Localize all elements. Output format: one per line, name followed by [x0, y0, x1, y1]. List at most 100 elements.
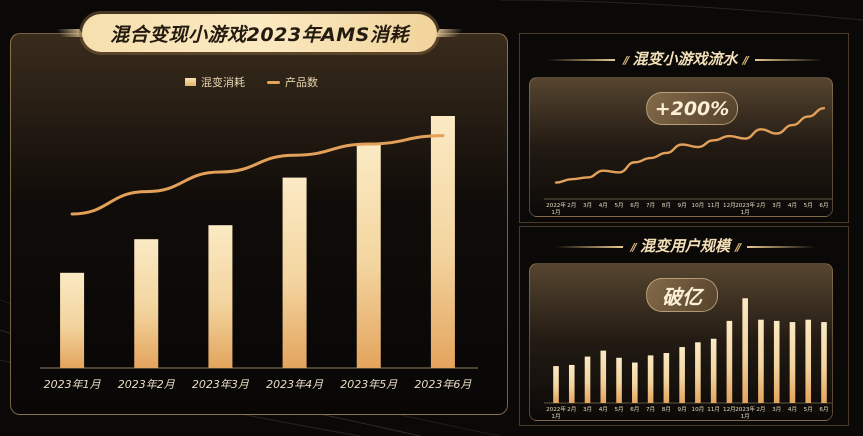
x-tick-label: 8月 [662, 406, 671, 413]
legend-item-bar[interactable]: 混变消耗 [185, 74, 245, 90]
x-tick-label: 4月 [599, 406, 608, 413]
bar-5[interactable] [356, 144, 381, 368]
x-tick-label: 2月 [756, 202, 765, 209]
x-tick-label: 2023年3月 [192, 378, 250, 391]
x-tick-label: 12月 [723, 202, 736, 209]
x-tick-label: 7月 [646, 202, 655, 209]
x-tick-label: 9月 [678, 202, 687, 209]
legend-line-label: 产品数 [285, 76, 318, 89]
user-bar-13[interactable] [742, 298, 748, 403]
x-tick-label: 5月 [614, 406, 623, 413]
x-tick-label: 2023年2月 [118, 378, 176, 391]
x-tick-label: 8月 [662, 202, 671, 209]
user-bar-12[interactable] [726, 320, 733, 403]
title-deco-left [547, 58, 616, 61]
slash-deco: // [623, 54, 629, 67]
x-tick-label: 2月 [567, 406, 576, 413]
x-tick-label: 7月 [646, 406, 655, 413]
x-tick-label: 3月 [772, 202, 781, 209]
legend-item-line[interactable]: 产品数 [267, 74, 318, 90]
users-scale-badge: 破亿 [646, 278, 718, 312]
bar-6[interactable] [430, 116, 455, 368]
x-tick-label: 11月 [707, 406, 720, 413]
x-tick-label: 4月 [788, 202, 797, 209]
title-deco-right [747, 245, 816, 248]
x-tick-label: 4月 [599, 202, 608, 209]
x-tick-label: 12月 [723, 406, 736, 413]
user-bar-8[interactable] [663, 353, 670, 403]
x-tick-label: 2022年 [546, 405, 566, 413]
slash-deco: // [742, 54, 749, 67]
title-deco-right [754, 58, 823, 61]
x-tick-label: 6月 [630, 202, 639, 209]
slash-deco: // [735, 241, 741, 254]
x-tick-label: 5月 [614, 202, 623, 209]
main-chart-title: 混合变现小游戏2023年AMS消耗 [82, 14, 437, 52]
user-bar-3[interactable] [584, 356, 591, 403]
x-tick-label: 3月 [583, 202, 592, 209]
user-bar-1[interactable] [553, 366, 559, 403]
x-tick-label: 2023年 [735, 201, 755, 209]
x-tick-label: 6月 [819, 202, 828, 209]
x-tick-label: 4月 [788, 406, 797, 413]
x-tick-label: 1月 [741, 209, 750, 216]
users-panel: // 混变用户规模 // 2022年 1月 2月 3月 4月 5月 6月 7月 8月 9月 10月 1… [519, 226, 849, 426]
x-tick-label: 2月 [567, 202, 576, 209]
user-bar-15[interactable] [773, 320, 780, 403]
user-bar-7[interactable] [647, 355, 654, 403]
slash-deco: // [630, 241, 637, 254]
x-tick-label: 2022年 [546, 201, 566, 209]
ams-consumption-chart: 2023年1月 2023年2月 2023年3月 2023年4月 2023年5月 2023年… [40, 116, 478, 391]
x-tick-label: 2023年4月 [266, 378, 324, 391]
flow-line[interactable] [554, 106, 826, 184]
user-bar-16[interactable] [789, 322, 796, 403]
x-tick-label: 10月 [692, 406, 705, 413]
flow-title-row: // 混变小游戏流水 // [520, 48, 850, 69]
x-tick-label: 2023年1月 [44, 378, 102, 391]
x-tick-label: 5月 [804, 202, 813, 209]
flow-panel: // 混变小游戏流水 // 2022年 1月 2月 3月 4月 5月 6月 7月 8月 9月 10月… [519, 33, 849, 223]
bar-3[interactable] [208, 225, 233, 368]
x-tick-label: 3月 [772, 406, 781, 413]
user-bar-11[interactable] [710, 338, 717, 403]
x-tick-label: 3月 [583, 406, 592, 413]
x-tick-label: 1月 [551, 413, 560, 420]
user-bar-5[interactable] [616, 357, 622, 403]
legend-line-swatch [267, 80, 280, 84]
x-tick-label: 2023年 [735, 405, 755, 413]
title-deco-left [554, 245, 623, 248]
product-count-line[interactable] [70, 134, 445, 216]
x-tick-label: 10月 [692, 202, 705, 209]
user-bar-18[interactable] [821, 322, 827, 403]
user-bar-2[interactable] [568, 364, 575, 403]
x-tick-label: 1月 [551, 209, 560, 216]
users-title-row: // 混变用户规模 // [520, 235, 850, 256]
flow-title: 混变小游戏流水 [632, 50, 738, 68]
x-tick-label: 2月 [756, 406, 765, 413]
bar-2[interactable] [134, 239, 159, 368]
user-bar-10[interactable] [695, 342, 701, 403]
users-title: 混变用户规模 [639, 237, 730, 255]
ams-consumption-panel [10, 33, 508, 415]
user-bar-6[interactable] [632, 362, 638, 403]
x-tick-label: 1月 [741, 413, 750, 420]
user-bar-14[interactable] [758, 319, 764, 403]
legend-bar-swatch [185, 78, 196, 86]
flow-growth-badge: +200% [646, 92, 738, 125]
user-bar-4[interactable] [600, 350, 607, 403]
user-bar-9[interactable] [679, 347, 685, 403]
users-card: 2022年 1月 2月 3月 4月 5月 6月 7月 8月 9月 10月 11月 12月 2023年 1月 2… [529, 263, 833, 421]
bar-1[interactable] [60, 272, 85, 368]
user-bar-17[interactable] [805, 319, 812, 403]
x-tick-label: 2023年5月 [340, 378, 398, 391]
x-tick-label: 6月 [819, 406, 828, 413]
bar-4[interactable] [282, 177, 307, 368]
x-tick-label: 5月 [804, 406, 813, 413]
x-tick-label: 11月 [707, 202, 720, 209]
x-tick-label: 9月 [678, 406, 687, 413]
x-tick-label: 2023年6月 [414, 378, 472, 391]
x-tick-label: 6月 [630, 406, 639, 413]
main-chart-legend: 混变消耗 产品数 [185, 74, 340, 90]
